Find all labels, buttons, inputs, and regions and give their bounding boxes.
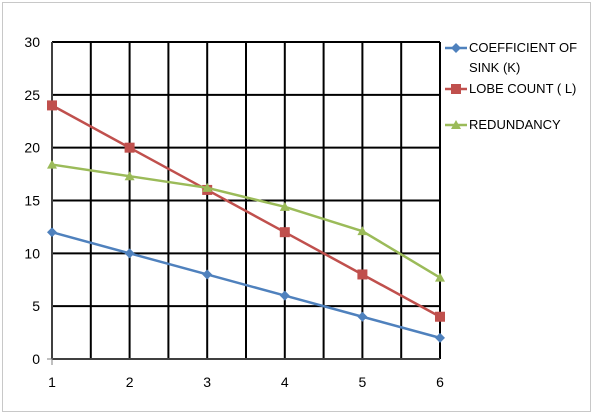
y-tick-label: 5 [32,298,40,314]
legend-swatch-marker [451,84,461,94]
series-2 [47,159,445,282]
series-line [51,163,441,279]
x-tick-label: 2 [126,374,134,390]
series-line [51,104,441,318]
data-point [202,182,213,192]
y-tick-label: 20 [24,140,40,156]
legend-swatch-marker [451,43,461,53]
legend-entry: COEFFICIENT OF SINK (K) [445,40,577,75]
grid [51,41,441,360]
tick-labels: 0 5 10 15 20 25 30 1 2 3 4 5 6 [24,34,444,390]
data-point [124,248,135,259]
series [47,100,445,343]
legend-label: COEFFICIENT OF [469,40,577,55]
data-point [279,290,290,301]
x-tick-label: 1 [48,374,56,390]
data-point [435,311,445,322]
y-tick-label: 30 [24,34,40,50]
data-point [357,269,368,280]
y-tick-label: 10 [24,245,40,261]
legend-swatch-marker [451,120,461,129]
data-point [47,227,57,238]
data-point [435,332,445,343]
axes [47,42,440,365]
y-tick-label: 15 [24,193,40,209]
x-tick-label: 5 [359,374,367,390]
line-chart: 0 5 10 15 20 25 30 1 2 3 4 5 6 COEFFICIENT OF SINK (K… [24,34,577,390]
data-point [47,100,57,111]
series-0 [47,227,445,343]
legend-label: SINK (K) [469,60,520,75]
series-line [51,230,441,340]
x-tick-label: 4 [281,374,289,390]
legend-entry: LOBE COUNT ( L) [445,81,576,96]
data-point [357,311,368,322]
data-point [124,142,135,153]
chart-frame: 0 5 10 15 20 25 30 1 2 3 4 5 6 COEFFICIENT OF SINK (K… [2,2,591,412]
legend-label: REDUNDANCY [469,117,561,132]
y-tick-label: 25 [24,87,40,103]
x-tick-label: 3 [203,374,211,390]
legend-label: LOBE COUNT ( L) [469,81,576,96]
data-point [357,226,368,236]
legend-entry: REDUNDANCY [445,117,561,132]
legend: COEFFICIENT OF SINK (K) LOBE COUNT ( L) RED… [445,40,577,132]
data-point [435,272,445,282]
data-point [202,269,213,280]
y-tick-label: 0 [32,351,40,367]
data-point [47,159,57,169]
x-tick-label: 6 [436,374,444,390]
data-point [124,171,135,181]
data-point [279,227,290,238]
data-point [279,201,290,211]
